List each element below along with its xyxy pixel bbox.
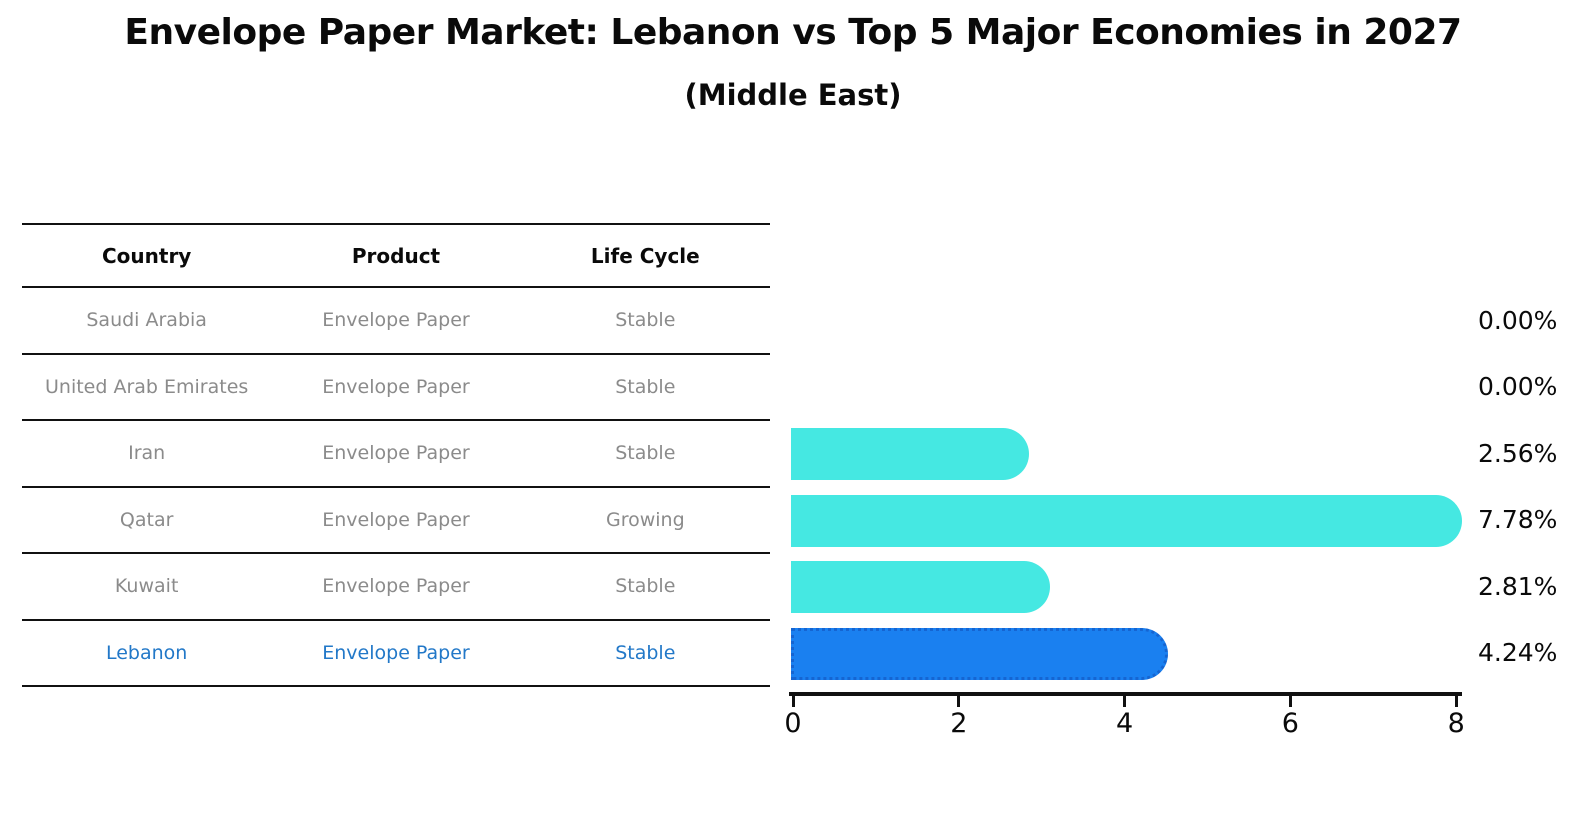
life-cycle-cell: Stable bbox=[615, 442, 676, 465]
bar-plot-area bbox=[791, 288, 1491, 688]
country-cell: United Arab Emirates bbox=[45, 375, 249, 398]
life-cycle-cell: Stable bbox=[615, 641, 676, 664]
chart-title: Envelope Paper Market: Lebanon vs Top 5 … bbox=[124, 12, 1462, 53]
product-cell: Envelope Paper bbox=[322, 375, 470, 398]
country-cell: Saudi Arabia bbox=[86, 309, 207, 332]
x-tick-label: 2 bbox=[950, 708, 968, 739]
column-header-product: Product bbox=[351, 243, 441, 268]
bar-value-label: 0.00% bbox=[1478, 372, 1558, 401]
product-cell: Envelope Paper bbox=[322, 575, 470, 598]
bar-value-label: 7.78% bbox=[1478, 505, 1558, 534]
table-row: Saudi Arabia Envelope Paper Stable bbox=[22, 288, 770, 355]
bar-value-label: 2.81% bbox=[1478, 572, 1558, 601]
country-table: Country Product Life Cycle Saudi Arabia … bbox=[22, 223, 770, 687]
table-row-lebanon: Lebanon Envelope Paper Stable bbox=[22, 621, 770, 687]
bar-row bbox=[791, 355, 1491, 422]
chart-subtitle: (Middle East) bbox=[684, 78, 902, 112]
product-cell: Envelope Paper bbox=[322, 309, 470, 332]
product-cell: Envelope Paper bbox=[322, 641, 470, 664]
bar-lebanon bbox=[791, 627, 1169, 680]
country-cell: Kuwait bbox=[114, 575, 179, 598]
x-tick-label: 6 bbox=[1281, 708, 1299, 739]
country-cell: Qatar bbox=[119, 508, 174, 531]
x-axis-line bbox=[789, 692, 1462, 696]
bar-value-label: 2.56% bbox=[1478, 439, 1558, 468]
table-row: Kuwait Envelope Paper Stable bbox=[22, 554, 770, 621]
x-tick bbox=[791, 694, 795, 707]
bar-value-label: 4.24% bbox=[1478, 638, 1558, 667]
x-tick-label: 4 bbox=[1116, 708, 1134, 739]
x-tick bbox=[1123, 694, 1127, 707]
product-cell: Envelope Paper bbox=[322, 442, 470, 465]
column-header-life-cycle: Life Cycle bbox=[590, 243, 700, 268]
x-tick bbox=[957, 694, 961, 707]
bar-row bbox=[791, 288, 1491, 355]
life-cycle-cell: Stable bbox=[615, 575, 676, 598]
life-cycle-cell: Stable bbox=[615, 375, 676, 398]
bar-row bbox=[791, 554, 1491, 621]
x-tick bbox=[1454, 694, 1458, 707]
bar-qatar bbox=[791, 494, 1462, 547]
product-cell: Envelope Paper bbox=[322, 508, 470, 531]
x-tick bbox=[1288, 694, 1292, 707]
bar-row bbox=[791, 421, 1491, 488]
country-cell: Iran bbox=[128, 442, 166, 465]
table-header-row: Country Product Life Cycle bbox=[22, 223, 770, 288]
x-tick-label: 8 bbox=[1447, 708, 1465, 739]
table-row: United Arab Emirates Envelope Paper Stab… bbox=[22, 355, 770, 421]
bar-value-label: 0.00% bbox=[1478, 306, 1558, 335]
life-cycle-cell: Stable bbox=[615, 309, 676, 332]
x-tick-label: 0 bbox=[784, 708, 802, 739]
table-row: Qatar Envelope Paper Growing bbox=[22, 488, 770, 554]
life-cycle-cell: Growing bbox=[605, 508, 685, 531]
table-row: Iran Envelope Paper Stable bbox=[22, 421, 770, 488]
bar-row bbox=[791, 621, 1491, 688]
bar-kuwait bbox=[791, 561, 1050, 613]
bar-iran bbox=[791, 428, 1030, 480]
bar-row bbox=[791, 488, 1491, 555]
country-cell: Lebanon bbox=[105, 641, 188, 664]
column-header-country: Country bbox=[101, 243, 192, 268]
